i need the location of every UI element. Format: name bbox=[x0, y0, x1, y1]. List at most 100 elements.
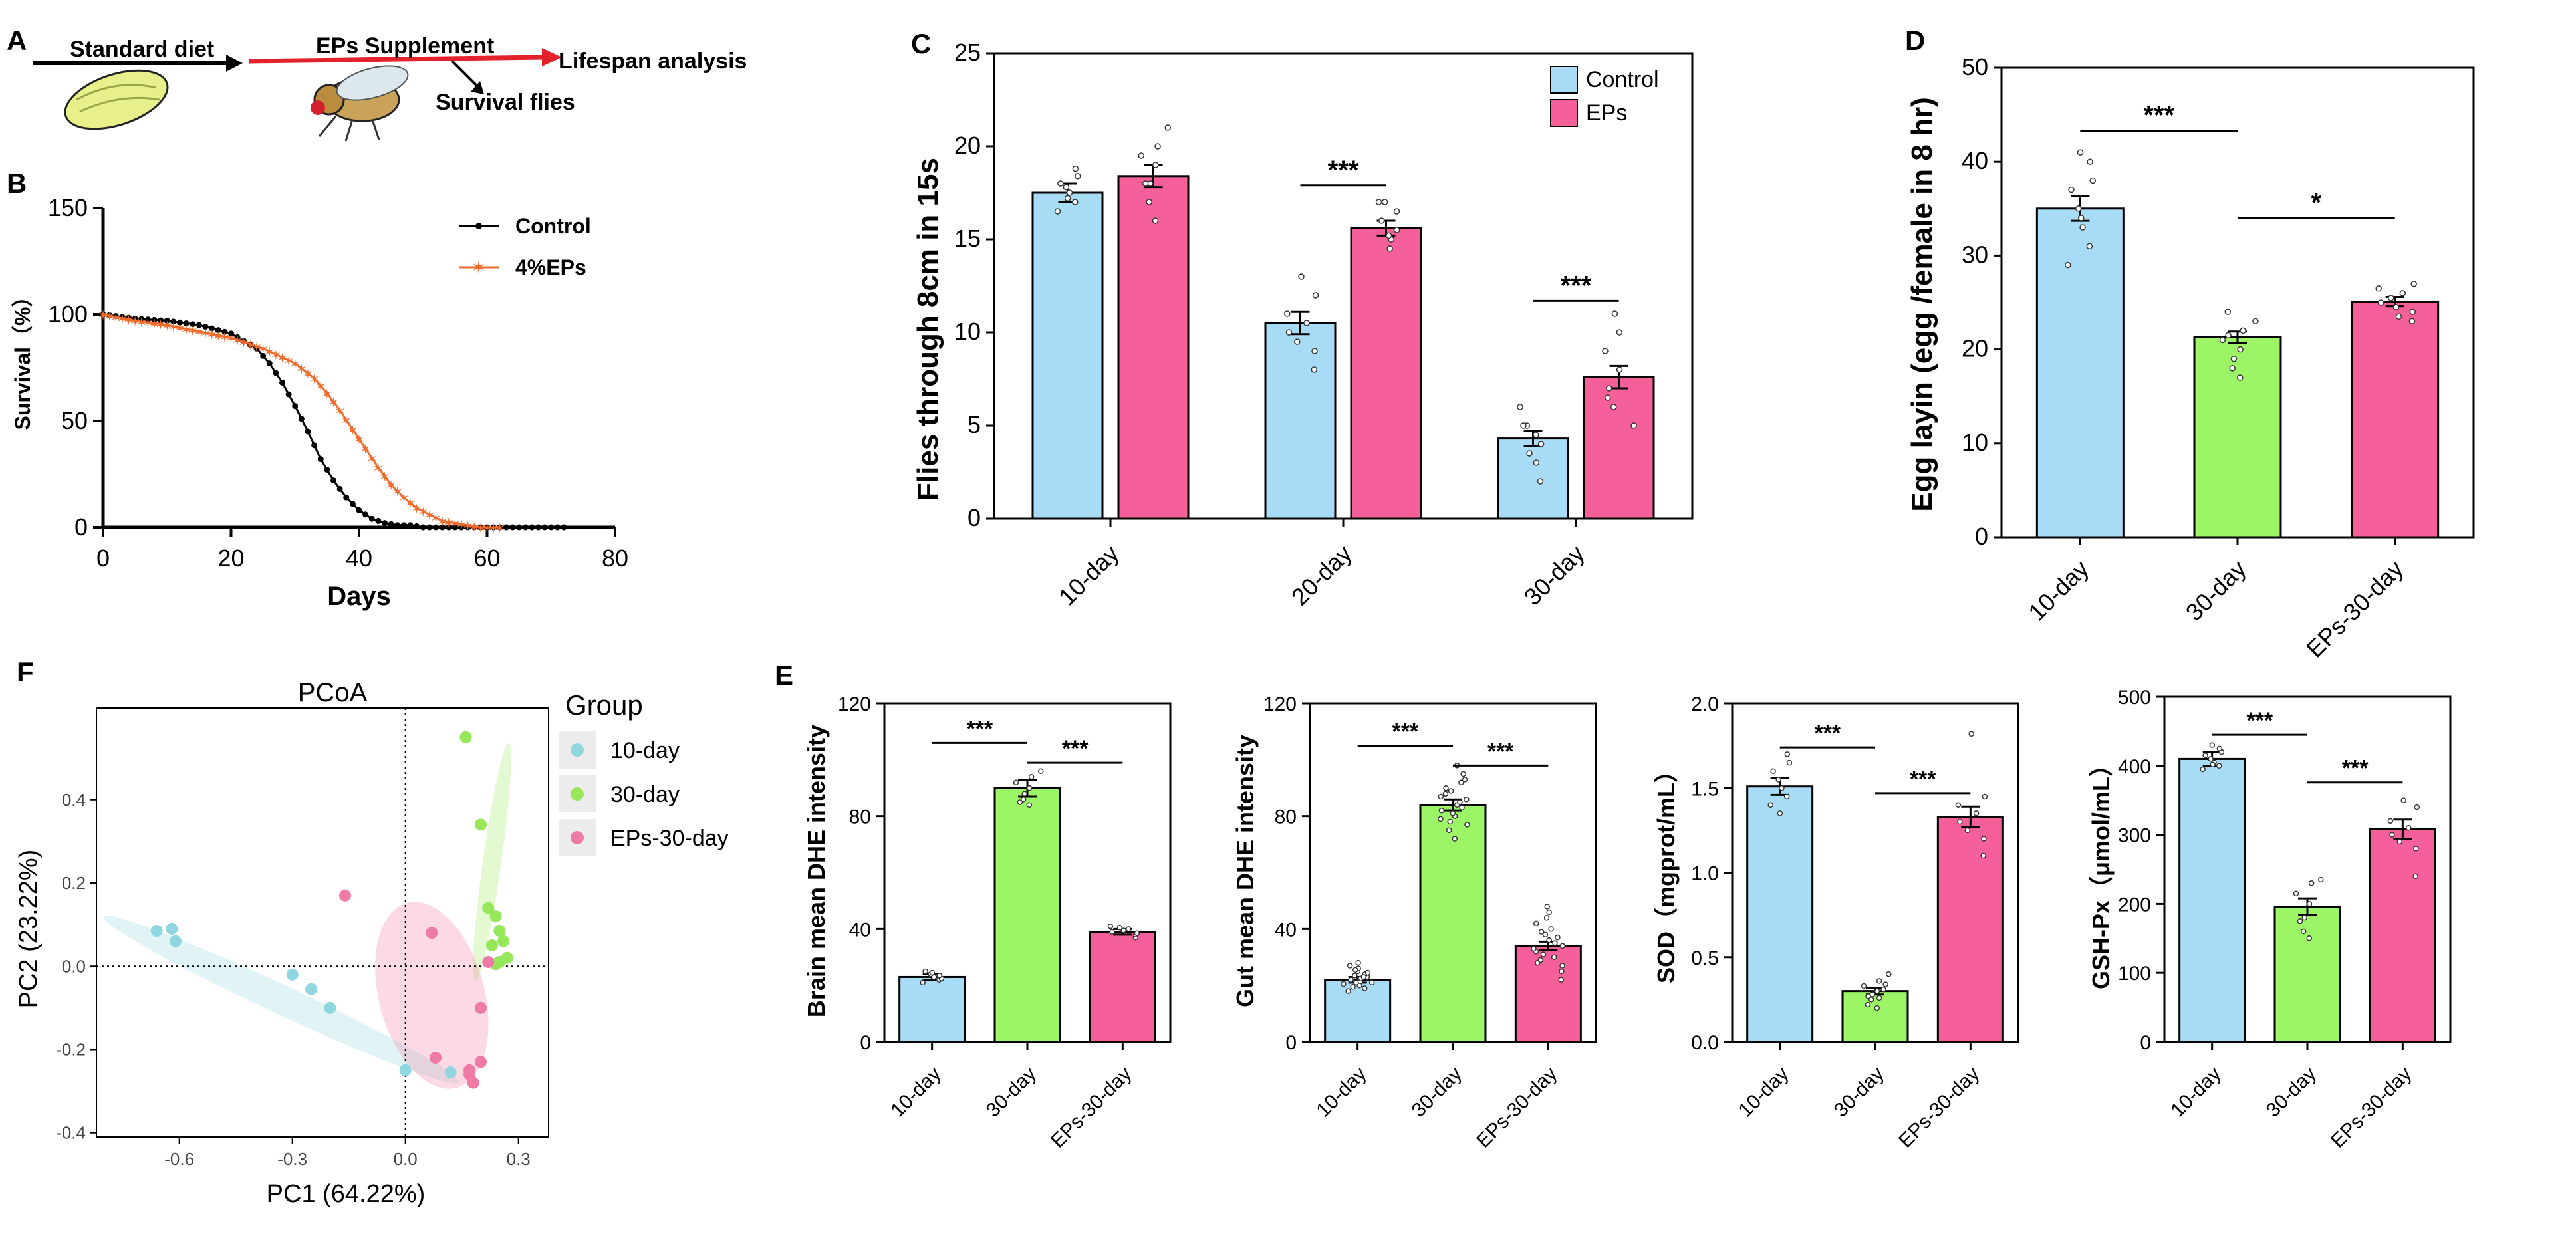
data-point bbox=[1526, 450, 1533, 457]
survival-point-eps: ✶ bbox=[340, 414, 352, 428]
data-point bbox=[1054, 208, 1061, 215]
data-point bbox=[1464, 796, 1470, 803]
bar bbox=[1031, 191, 1104, 520]
survival-point-control bbox=[420, 524, 426, 531]
data-point bbox=[1544, 904, 1551, 910]
pcoa-point-10-day bbox=[444, 1066, 457, 1078]
eps-supplement-arrowhead bbox=[542, 48, 562, 66]
pcoa-y-tick-label: 0.2 bbox=[62, 873, 86, 893]
data-point bbox=[2300, 928, 2307, 935]
survival-point-eps: ✶ bbox=[257, 342, 269, 357]
pcoa-point-30-day bbox=[497, 935, 509, 947]
survival-point-eps: ✶ bbox=[225, 332, 237, 346]
bar bbox=[1936, 816, 2004, 1043]
survival-point-eps: ✶ bbox=[162, 319, 173, 334]
survival-point-control bbox=[228, 330, 234, 337]
data-point bbox=[2089, 177, 2097, 184]
pcoa-point-EPs-30-day bbox=[467, 1076, 479, 1089]
survival-point-eps: ✶ bbox=[475, 521, 486, 536]
pcoa-point-EPs-30-day bbox=[482, 955, 495, 968]
data-point bbox=[1968, 731, 1974, 737]
data-point bbox=[1066, 189, 1073, 196]
survival-point-eps: ✶ bbox=[488, 521, 499, 536]
data-point bbox=[2399, 290, 2406, 297]
data-point bbox=[2377, 299, 2384, 306]
survival-point-control bbox=[548, 524, 555, 531]
gut-y-title: Gut mean DHE intensity bbox=[1231, 735, 1259, 1007]
data-point bbox=[2077, 149, 2084, 156]
data-point bbox=[1464, 822, 1470, 828]
pcoa-legend-dot bbox=[571, 787, 584, 801]
survival-point-eps: ✶ bbox=[392, 485, 403, 500]
x-tick-label: 10-day bbox=[1312, 1063, 1370, 1122]
survival-point-eps: ✶ bbox=[437, 515, 448, 529]
y-tick-label: 1.0 bbox=[1691, 863, 1719, 885]
survival-point-eps: ✶ bbox=[360, 443, 371, 457]
survival-point-eps: ✶ bbox=[238, 336, 249, 351]
pcoa-point-10-day bbox=[305, 983, 317, 995]
y-tick-label: 0.5 bbox=[1691, 947, 1719, 969]
significance-label: *** bbox=[966, 716, 993, 741]
data-point bbox=[1438, 793, 1444, 800]
survival-point-eps: ✶ bbox=[386, 479, 397, 493]
panel-label-f: F bbox=[17, 656, 34, 687]
data-point bbox=[1538, 929, 1545, 935]
data-point bbox=[2202, 752, 2208, 759]
panel-label-e: E bbox=[775, 660, 793, 691]
data-point bbox=[1164, 124, 1172, 131]
panel-label-a: A bbox=[7, 25, 27, 56]
y-tick-label: 10 bbox=[1962, 429, 1988, 456]
data-point bbox=[1285, 329, 1293, 336]
data-point bbox=[1120, 927, 1126, 933]
data-point bbox=[2086, 243, 2093, 250]
data-point bbox=[2297, 918, 2303, 924]
survival-flies-label: Survival flies bbox=[436, 90, 575, 115]
data-point bbox=[2408, 318, 2416, 324]
survival-point-control bbox=[516, 524, 523, 531]
data-point bbox=[2087, 158, 2093, 165]
survival-x-tick-label: 80 bbox=[602, 545, 628, 572]
survival-point-eps: ✶ bbox=[347, 424, 358, 438]
data-point bbox=[1460, 771, 1466, 777]
survival-point-control bbox=[177, 319, 183, 326]
panel-label-c: C bbox=[911, 28, 931, 59]
data-point bbox=[2219, 336, 2226, 344]
data-point bbox=[2306, 901, 2313, 907]
x-tick-label: 10-day bbox=[1734, 1063, 1793, 1122]
significance-label: *** bbox=[1328, 156, 1359, 185]
larva-icon bbox=[64, 69, 169, 130]
ellipse-30-day bbox=[473, 743, 511, 982]
x-tick-label: 30-day bbox=[1519, 540, 1590, 611]
data-point bbox=[2392, 304, 2400, 310]
data-point bbox=[2412, 873, 2418, 880]
data-point bbox=[1303, 320, 1310, 326]
data-point bbox=[1355, 959, 1361, 966]
data-point bbox=[1020, 796, 1027, 803]
pcoa-point-EPs-30-day bbox=[430, 1052, 442, 1064]
data-point bbox=[1546, 937, 1552, 943]
data-point bbox=[1548, 926, 1554, 932]
y-tick-label: 15 bbox=[954, 225, 981, 252]
data-point bbox=[1298, 273, 1305, 280]
data-point bbox=[1982, 793, 1988, 800]
survival-point-eps: ✶ bbox=[328, 396, 339, 410]
data-point bbox=[1452, 836, 1458, 842]
data-point bbox=[2400, 797, 2406, 803]
standard-diet-arrowhead bbox=[226, 55, 243, 72]
data-point bbox=[1364, 969, 1371, 976]
y-tick-label: 80 bbox=[849, 806, 871, 828]
bar bbox=[1583, 376, 1655, 520]
survival-point-eps: ✶ bbox=[430, 512, 442, 527]
data-point bbox=[1138, 152, 1145, 159]
y-tick-label: 120 bbox=[838, 693, 871, 715]
data-point bbox=[1861, 983, 1867, 989]
pcoa-y-tick-label: -0.4 bbox=[56, 1123, 86, 1143]
brain-y-title: Brain mean DHE intensity bbox=[803, 725, 830, 1017]
x-tick-label: 30-day bbox=[982, 1063, 1041, 1122]
survival-chart: Survival（%） Days Control ✶ 4%EPs 0 20 40 60… bbox=[11, 194, 628, 611]
data-point bbox=[922, 968, 928, 975]
survival-point-control bbox=[451, 524, 458, 531]
data-point bbox=[1152, 217, 1159, 224]
x-tick-label: 30-day bbox=[2180, 555, 2252, 626]
data-point bbox=[1786, 759, 1793, 766]
